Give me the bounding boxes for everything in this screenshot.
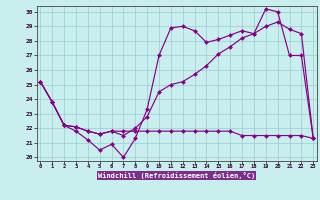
X-axis label: Windchill (Refroidissement éolien,°C): Windchill (Refroidissement éolien,°C) bbox=[98, 172, 255, 179]
